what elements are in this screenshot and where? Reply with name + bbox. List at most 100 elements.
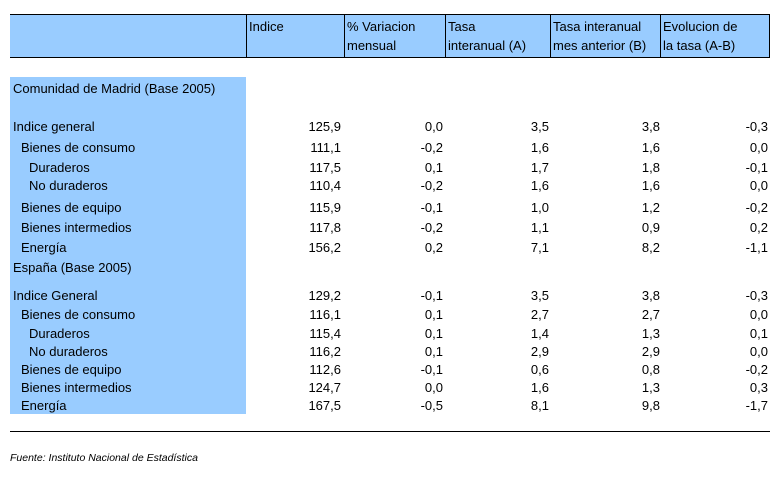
cell-evolucion: 0,1 <box>749 326 768 341</box>
cell-tasa-b: 3,8 <box>641 288 660 303</box>
cell-tasa-a: 3,5 <box>530 119 549 134</box>
cell-evolucion: 0,0 <box>749 140 768 155</box>
bottom-rule <box>10 431 770 432</box>
cell-variacion: 0,1 <box>424 307 443 322</box>
cell-variacion: -0,1 <box>420 362 443 377</box>
header-col-indice: Indice <box>246 14 344 58</box>
cell-evolucion: 0,0 <box>749 307 768 322</box>
row-label: Indice General <box>13 288 98 303</box>
header-col-tasa-interanual: Tasa interanual (A) <box>445 14 550 58</box>
row-label: Bienes de equipo <box>21 362 122 377</box>
section-title-row: España (Base 2005) <box>0 259 781 277</box>
section-title: España (Base 2005) <box>13 260 132 275</box>
header-label: Tasa interanual <box>553 19 642 34</box>
row-label: Indice general <box>13 119 95 134</box>
cell-evolucion: 0,0 <box>749 344 768 359</box>
table-row: No duraderos 110,4 -0,2 1,6 1,6 0,0 <box>0 177 781 195</box>
source-note: Fuente: Instituto Nacional de Estadístic… <box>10 452 198 464</box>
cell-evolucion: -0,3 <box>745 119 768 134</box>
header-label: interanual (A) <box>448 38 527 53</box>
cell-variacion: 0,0 <box>424 380 443 395</box>
row-label: Bienes de equipo <box>21 200 122 215</box>
row-label: No duraderos <box>29 344 108 359</box>
table-row: Indice general 125,9 0,0 3,5 3,8 -0,3 <box>0 118 781 136</box>
cell-evolucion: -0,2 <box>745 362 768 377</box>
cell-variacion: 0,1 <box>424 326 443 341</box>
cell-indice: 117,5 <box>309 160 341 175</box>
cell-tasa-a: 2,9 <box>530 344 549 359</box>
cell-tasa-a: 1,6 <box>530 178 549 193</box>
cell-indice: 124,7 <box>308 380 341 395</box>
cell-tasa-b: 2,7 <box>641 307 660 322</box>
header-label: mensual <box>347 38 397 53</box>
header-label: Evolucion de <box>663 19 738 34</box>
table-row: Duraderos 117,5 0,1 1,7 1,8 -0,1 <box>0 159 781 177</box>
cell-indice: 110,4 <box>309 178 341 193</box>
row-label: Duraderos <box>29 160 90 175</box>
cell-tasa-b: 1,6 <box>641 178 660 193</box>
cell-evolucion: -1,1 <box>745 240 768 255</box>
table-row: Bienes de equipo 115,9 -0,1 1,0 1,2 -0,2 <box>0 199 781 217</box>
cell-variacion: -0,1 <box>420 288 443 303</box>
cell-indice: 116,2 <box>309 344 341 359</box>
table-row: Bienes intermedios 124,7 0,0 1,6 1,3 0,3 <box>0 379 781 397</box>
header-col-variacion-mensual: % Variacion mensual <box>344 14 445 58</box>
cell-variacion: -0,2 <box>420 178 443 193</box>
table-row: Duraderos 115,4 0,1 1,4 1,3 0,1 <box>0 325 781 343</box>
cell-tasa-b: 0,9 <box>641 220 660 235</box>
cell-tasa-b: 1,6 <box>641 140 660 155</box>
cell-evolucion: 0,0 <box>749 178 768 193</box>
header-label: mes anterior (B) <box>553 38 647 53</box>
cell-evolucion: -0,1 <box>745 160 768 175</box>
cell-tasa-b: 8,2 <box>641 240 660 255</box>
cell-variacion: 0,1 <box>424 344 443 359</box>
cell-tasa-a: 1,1 <box>530 220 549 235</box>
cell-indice: 156,2 <box>308 240 341 255</box>
table-header <box>10 14 770 58</box>
cell-tasa-a: 2,7 <box>530 307 549 322</box>
cell-variacion: 0,1 <box>424 160 443 175</box>
cell-tasa-b: 1,2 <box>641 200 660 215</box>
cell-indice: 129,2 <box>308 288 341 303</box>
table-row: Bienes de equipo 112,6 -0,1 0,6 0,8 -0,2 <box>0 361 781 379</box>
header-col-tasa-mes-anterior: Tasa interanual mes anterior (B) <box>550 14 660 58</box>
row-label: Bienes intermedios <box>21 220 132 235</box>
cell-indice: 115,4 <box>309 326 341 341</box>
header-label: Indice <box>249 19 284 34</box>
cell-indice: 117,8 <box>309 220 341 235</box>
cell-tasa-a: 1,0 <box>530 200 549 215</box>
cell-tasa-a: 3,5 <box>530 288 549 303</box>
cell-tasa-a: 1,6 <box>530 380 549 395</box>
cell-tasa-a: 0,6 <box>530 362 549 377</box>
cell-tasa-a: 1,7 <box>530 160 549 175</box>
cell-indice: 112,6 <box>309 362 341 377</box>
row-label: No duraderos <box>29 178 108 193</box>
cell-indice: 125,9 <box>308 119 341 134</box>
table-row: Bienes de consumo 116,1 0,1 2,7 2,7 0,0 <box>0 306 781 324</box>
cell-indice: 115,9 <box>309 200 341 215</box>
row-label: Duraderos <box>29 326 90 341</box>
cell-variacion: 0,0 <box>424 119 443 134</box>
cell-indice: 111,1 <box>310 140 341 155</box>
table-row: Bienes de consumo 111,1 -0,2 1,6 1,6 0,0 <box>0 139 781 157</box>
cell-evolucion: -0,3 <box>745 288 768 303</box>
cell-indice: 116,1 <box>309 307 341 322</box>
row-label: Energía <box>21 240 67 255</box>
table-row: Indice General 129,2 -0,1 3,5 3,8 -0,3 <box>0 287 781 305</box>
cell-variacion: -0,2 <box>420 140 443 155</box>
row-label: Energía <box>21 398 67 413</box>
cell-tasa-a: 7,1 <box>530 240 549 255</box>
cell-variacion: -0,2 <box>420 220 443 235</box>
cell-evolucion: 0,2 <box>749 220 768 235</box>
cell-tasa-a: 1,4 <box>530 326 549 341</box>
cell-tasa-b: 2,9 <box>641 344 660 359</box>
section-title-row: Comunidad de Madrid (Base 2005) <box>0 80 781 98</box>
cell-evolucion: 0,3 <box>749 380 768 395</box>
row-label: Bienes intermedios <box>21 380 132 395</box>
cell-variacion: -0,5 <box>420 398 443 413</box>
cell-tasa-a: 1,6 <box>530 140 549 155</box>
row-label: Bienes de consumo <box>21 140 136 155</box>
table-row: No duraderos 116,2 0,1 2,9 2,9 0,0 <box>0 343 781 361</box>
cell-tasa-b: 3,8 <box>641 119 660 134</box>
cell-evolucion: -0,2 <box>745 200 768 215</box>
